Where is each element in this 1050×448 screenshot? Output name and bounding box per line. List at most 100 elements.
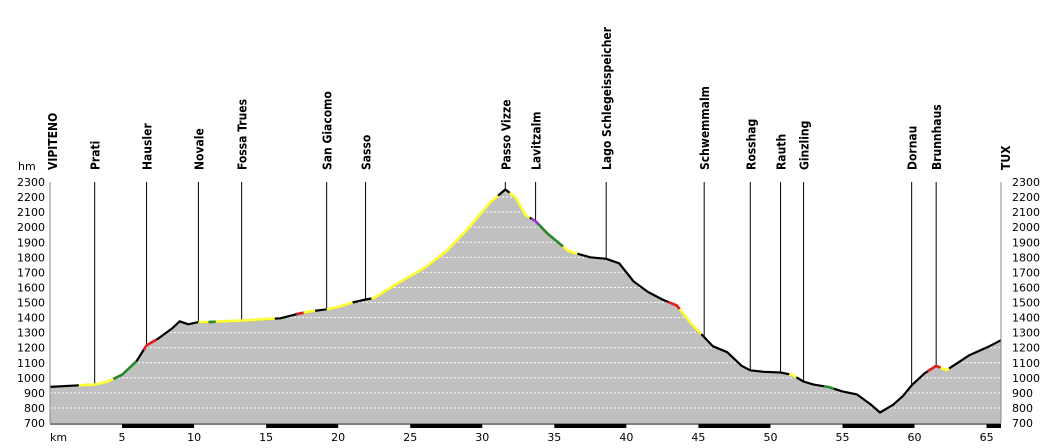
y-tick-label-right: 1900: [1012, 236, 1040, 249]
x-tick-label: 60: [908, 431, 922, 444]
place-label: Sasso: [360, 135, 374, 170]
gradient-segment: [678, 308, 703, 336]
place-label: Schwemmalm: [698, 86, 712, 170]
y-tick-label-right: 2100: [1012, 206, 1040, 219]
y-tick-label-left: 1600: [17, 281, 45, 294]
x-axis-bar-block: [554, 424, 627, 428]
y-tick-label-right: 2300: [1012, 176, 1040, 189]
gradient-segment: [788, 372, 798, 379]
place-label: Ginzling: [798, 121, 812, 170]
place-label: San Giacomo: [321, 91, 335, 170]
gradient-segment: [939, 366, 950, 372]
place-label: Fossa Trues: [236, 99, 250, 170]
y-tick-label-left: 1200: [17, 342, 45, 355]
y-tick-label-right: 1300: [1012, 327, 1040, 340]
x-tick-label: 15: [259, 431, 273, 444]
x-axis-bar-block: [698, 424, 771, 428]
y-tick-label-right: 1800: [1012, 251, 1040, 264]
x-tick-label: 40: [619, 431, 633, 444]
gradient-segment: [112, 360, 138, 381]
y-tick-label-left: 1500: [17, 297, 45, 310]
y-tick-label-left: 2200: [17, 191, 45, 204]
place-label: Brunnhaus: [930, 104, 944, 170]
gradient-segment: [303, 309, 316, 314]
x-tick-label: 10: [187, 431, 201, 444]
y-tick-label-left: 2300: [17, 176, 45, 189]
x-tick-label: 5: [119, 431, 126, 444]
y-tick-label-left: 800: [24, 402, 45, 415]
y-tick-label-left: 1800: [17, 251, 45, 264]
y-tick-label-right: 1600: [1012, 281, 1040, 294]
place-label: VIPITENO: [46, 113, 60, 170]
profile-area: [50, 189, 1001, 423]
y-tick-label-right: 2200: [1012, 191, 1040, 204]
x-tick-label: 25: [403, 431, 417, 444]
gradient-segment: [215, 317, 275, 323]
place-label: Rauth: [775, 134, 789, 170]
place-label: Rosshag: [744, 119, 758, 170]
y-tick-label-left: 1100: [17, 357, 45, 370]
x-axis: 5 10 15 20 25 30 35 40 45 50 55 60 65: [50, 423, 1001, 444]
y-axis-unit-label: hm: [18, 160, 36, 173]
gradient-segment: [926, 364, 942, 373]
y-tick-label-right: 1500: [1012, 297, 1040, 310]
y-axis-left: 700 800 900 1000 1100 1200 1300 1400 1500 1600 170…: [17, 176, 51, 430]
place-label: Dornau: [906, 126, 920, 170]
gradient-segment: [326, 301, 353, 311]
x-axis-bar-block: [842, 424, 915, 428]
gradient-segment: [508, 191, 531, 219]
y-tick-label-right: 1400: [1012, 312, 1040, 325]
gradient-segment: [78, 377, 114, 387]
x-axis-unit-label: km: [50, 431, 67, 444]
y-tick-label-left: 1400: [17, 312, 45, 325]
x-tick-label: 45: [691, 431, 705, 444]
y-tick-label-right: 1000: [1012, 372, 1040, 385]
x-tick-label: 65: [980, 431, 994, 444]
x-axis-bar-block: [986, 424, 1001, 428]
gradient-segment: [296, 311, 304, 316]
place-label: Prati: [89, 141, 103, 170]
gradient-segment: [371, 194, 499, 300]
place-label: Novale: [192, 128, 206, 170]
x-axis-bar-block: [266, 424, 339, 428]
y-tick-label-right: 800: [1012, 402, 1033, 415]
y-axis-right: 700 800 900 1000 1100 1200 1300 1400 1500 1600 170…: [1000, 176, 1040, 430]
x-tick-label: 35: [547, 431, 561, 444]
y-tick-label-right: 900: [1012, 387, 1033, 400]
x-tick-label: 50: [763, 431, 777, 444]
y-tick-label-left: 1300: [17, 327, 45, 340]
gradient-segment: [530, 217, 540, 226]
gradient-segment: [562, 245, 578, 255]
gradient-segment: [537, 223, 564, 248]
y-tick-label-left: 700: [24, 417, 45, 430]
x-tick-label: 20: [331, 431, 345, 444]
y-tick-label-right: 1200: [1012, 342, 1040, 355]
x-tick-label: 30: [475, 431, 489, 444]
gradient-segment: [142, 338, 158, 351]
place-label: Passo Vizze: [499, 99, 513, 170]
place-label: Lago Schlegeisspeicher: [600, 26, 614, 170]
x-axis-bar-block: [410, 424, 483, 428]
place-label: TUX: [999, 145, 1013, 170]
gradient-segments-layer: [78, 191, 950, 390]
place-lines-layer: [94, 182, 937, 386]
y-tick-label-right: 1100: [1012, 357, 1040, 370]
gradient-segment: [823, 384, 835, 390]
place-labels-layer: VIPITENO Prati Hausler Novale Fossa Trues San…: [46, 26, 1013, 170]
y-tick-label-right: 700: [1012, 417, 1033, 430]
x-tick-label: 55: [836, 431, 850, 444]
y-tick-label-left: 900: [24, 387, 45, 400]
place-label: Hausler: [141, 123, 155, 170]
y-tick-label-right: 1700: [1012, 266, 1040, 279]
grid-layer: [50, 181, 1001, 409]
y-tick-label-left: 1900: [17, 236, 45, 249]
place-label: Lavitzalm: [530, 111, 544, 170]
profile-area-layer: [50, 189, 1001, 423]
y-tick-label-right: 2000: [1012, 221, 1040, 234]
gradient-segment: [667, 300, 681, 310]
y-tick-label-left: 2100: [17, 206, 45, 219]
y-tick-label-left: 1000: [17, 372, 45, 385]
y-tick-label-left: 2000: [17, 221, 45, 234]
x-axis-bar-block: [122, 424, 195, 428]
